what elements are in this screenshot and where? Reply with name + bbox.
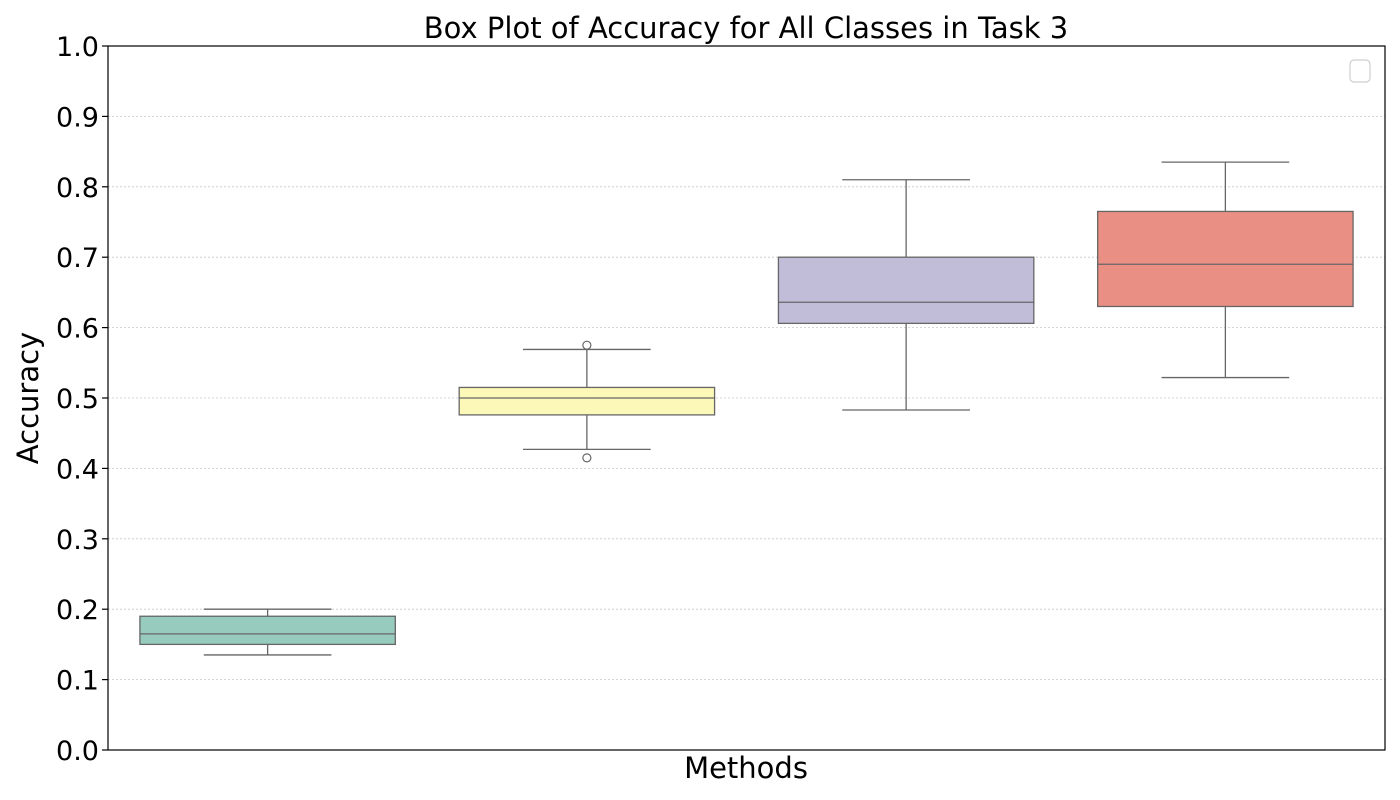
y-tick-label: 0.1 xyxy=(56,666,99,697)
outlier-point xyxy=(582,340,592,350)
y-tick-label: 1.0 xyxy=(56,32,99,63)
box-group xyxy=(139,608,396,656)
y-tick-label: 0.4 xyxy=(56,454,99,485)
box-iqr xyxy=(777,256,1035,325)
y-tick-label: 0.2 xyxy=(56,595,99,626)
y-tick-label: 0.7 xyxy=(56,243,99,274)
box-group xyxy=(1097,161,1354,379)
y-tick-label: 0.0 xyxy=(56,736,99,767)
box-group xyxy=(777,179,1035,411)
grid-lines xyxy=(108,116,1385,680)
box-iqr xyxy=(139,615,396,646)
y-axis-ticks: 0.0 0.1 0.2 0.3 0.4 0.5 0.6 0.7 0.8 0.9 1.0 xyxy=(56,32,108,767)
legend-box xyxy=(1349,59,1371,83)
y-tick-label: 0.6 xyxy=(56,314,99,345)
x-axis-label: Methods xyxy=(684,751,808,785)
chart-title: Box Plot of Accuracy for All Classes in … xyxy=(424,11,1068,45)
box-group xyxy=(458,340,716,463)
y-tick-label: 0.5 xyxy=(56,384,99,415)
outlier-point xyxy=(582,453,592,463)
y-tick-label: 0.3 xyxy=(56,525,99,556)
y-axis-label: Accuracy xyxy=(11,332,45,464)
box-iqr xyxy=(1097,210,1354,308)
box-iqr xyxy=(458,386,716,416)
box-series xyxy=(139,161,1354,656)
y-tick-label: 0.8 xyxy=(56,173,99,204)
y-tick-label: 0.9 xyxy=(56,102,99,133)
